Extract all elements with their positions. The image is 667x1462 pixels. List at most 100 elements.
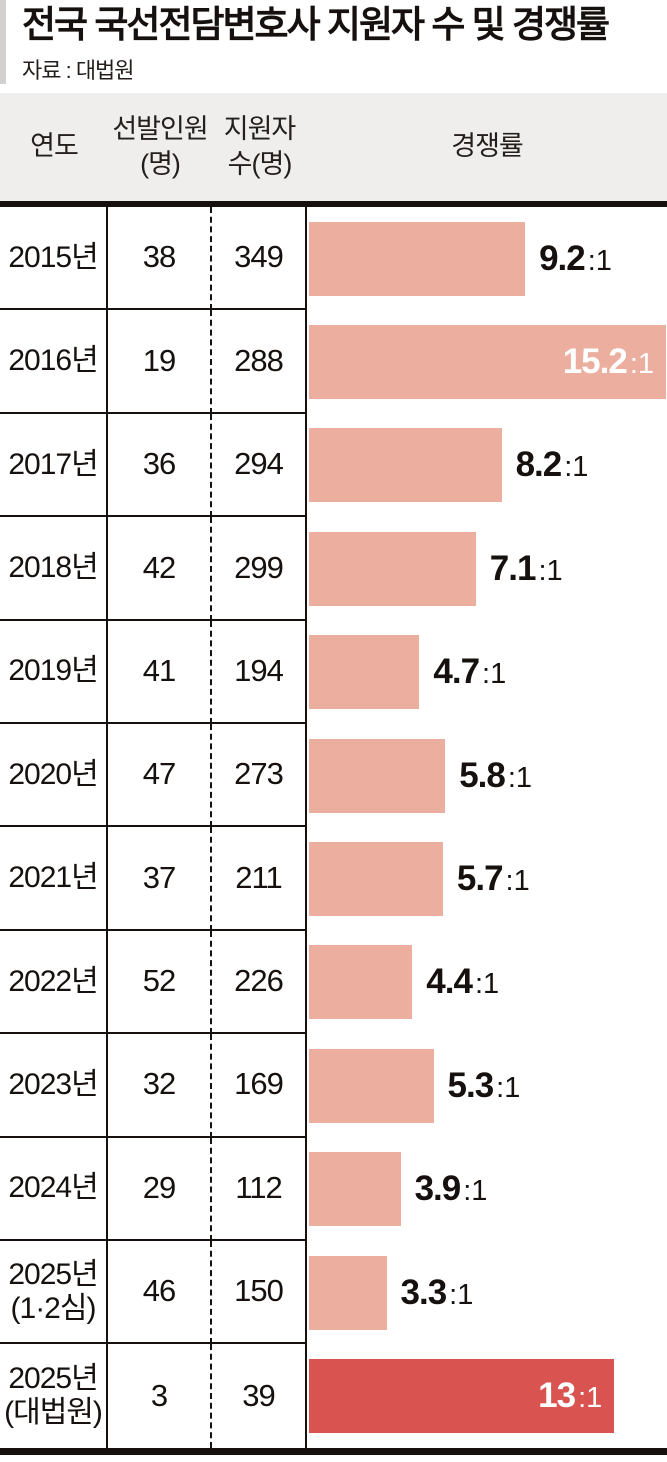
ratio-value: 9.2 bbox=[539, 238, 586, 278]
ratio-bar-zone: 13:1 bbox=[307, 1344, 667, 1447]
year-cell: 2017년 bbox=[0, 413, 108, 518]
ratio-value: 5.3 bbox=[447, 1065, 495, 1105]
selected-count-cell: 29 bbox=[108, 1137, 212, 1241]
table-row: 2015년 38 349 9.2:1 bbox=[0, 207, 667, 311]
ratio-label: 4.4:1 bbox=[426, 962, 499, 1002]
selected-count-cell: 37 bbox=[108, 827, 212, 931]
table-column-header: 연도 선발인원 (명) 지원자 수(명) 경쟁률 bbox=[0, 93, 667, 201]
ratio-label: 9.2:1 bbox=[539, 239, 612, 279]
ratio-suffix: :1 bbox=[507, 761, 533, 794]
ratio-value: 5.8 bbox=[459, 755, 506, 795]
column-header-selected-line1: 선발인원 bbox=[112, 113, 208, 144]
column-header-ratio-label: 경쟁률 bbox=[451, 131, 524, 162]
applicant-count-cell: 349 bbox=[212, 207, 307, 311]
year-label: 2025년 bbox=[8, 1362, 98, 1396]
masthead: 전국 국선전담변호사 지원자 수 및 경쟁률 자료 : 대법원 bbox=[0, 0, 667, 93]
ratio-value: 7.1 bbox=[489, 548, 537, 588]
applicant-count-cell: 112 bbox=[212, 1137, 307, 1241]
table-body: 2015년 38 349 9.2:1 2016년 19 288 15.2:1 2017년 36 29… bbox=[0, 207, 667, 1448]
ratio-bar bbox=[309, 1152, 401, 1227]
ratio-label: 3.9:1 bbox=[415, 1169, 488, 1209]
ratio-bar bbox=[309, 738, 446, 813]
ratio-bar bbox=[309, 945, 413, 1020]
column-header-ratio: 경쟁률 bbox=[307, 129, 667, 164]
ratio-label: 5.8:1 bbox=[459, 756, 532, 796]
ratio-label: 3.3:1 bbox=[401, 1273, 474, 1313]
ratio-suffix: :1 bbox=[587, 244, 612, 277]
ratio-value: 13 bbox=[538, 1375, 576, 1415]
ratio-suffix: :1 bbox=[505, 865, 530, 898]
applicant-count-cell: 211 bbox=[212, 827, 307, 931]
applicant-count-cell: 150 bbox=[212, 1240, 307, 1345]
ratio-suffix: :1 bbox=[482, 658, 507, 691]
ratio-suffix: :1 bbox=[538, 554, 563, 587]
selected-count-cell: 41 bbox=[108, 620, 212, 724]
year-cell: 2015년 bbox=[0, 207, 108, 311]
table-row: 2022년 52 226 4.4:1 bbox=[0, 930, 667, 1035]
page-title: 전국 국선전담변호사 지원자 수 및 경쟁률 bbox=[22, 4, 610, 45]
applicant-count-cell: 39 bbox=[212, 1344, 307, 1448]
year-label: 2015년 bbox=[8, 240, 98, 274]
column-header-year-label: 연도 bbox=[30, 131, 79, 162]
table-row: 2023년 32 169 5.3:1 bbox=[0, 1034, 667, 1138]
year-label: 2021년 bbox=[8, 861, 98, 895]
ratio-bar bbox=[309, 1255, 387, 1330]
selected-count-cell: 42 bbox=[108, 517, 212, 621]
applicant-count-cell: 288 bbox=[212, 310, 307, 414]
ratio-value: 15.2 bbox=[562, 342, 628, 382]
ratio-bar bbox=[309, 531, 476, 606]
table-row: 2019년 41 194 4.7:1 bbox=[0, 620, 667, 724]
ratio-bar-zone: 5.3:1 bbox=[307, 1034, 667, 1137]
ratio-bar bbox=[309, 635, 420, 710]
ratio-suffix: :1 bbox=[463, 1175, 488, 1208]
ratio-bar-zone: 8.2:1 bbox=[307, 414, 667, 517]
year-cell: 2022년 bbox=[0, 930, 108, 1035]
year-sublabel: (대법원) bbox=[4, 1395, 103, 1429]
ratio-bar-zone: 4.4:1 bbox=[307, 931, 667, 1034]
column-header-applicants-line1: 지원자 bbox=[223, 113, 297, 144]
selected-count-cell: 19 bbox=[108, 310, 212, 414]
year-cell: 2021년 bbox=[0, 827, 108, 931]
bottom-rule bbox=[0, 1447, 667, 1455]
ratio-suffix: :1 bbox=[496, 1071, 521, 1104]
column-header-applicants-line2: 수(명) bbox=[227, 149, 293, 179]
applicant-count-cell: 194 bbox=[212, 620, 307, 724]
selected-count-cell: 46 bbox=[108, 1240, 212, 1345]
ratio-bar-zone: 5.7:1 bbox=[307, 827, 667, 930]
ratio-value: 3.3 bbox=[400, 1272, 448, 1312]
table-row: 2016년 19 288 15.2:1 bbox=[0, 310, 667, 414]
ratio-bar-zone: 9.2:1 bbox=[307, 207, 667, 310]
applicant-count-cell: 294 bbox=[212, 413, 307, 518]
ratio-bar-zone: 5.8:1 bbox=[307, 724, 667, 827]
ratio-bar-zone: 4.7:1 bbox=[307, 621, 667, 724]
year-label: 2023년 bbox=[8, 1068, 98, 1102]
ratio-value: 5.7 bbox=[456, 859, 504, 899]
applicant-count-cell: 169 bbox=[212, 1034, 307, 1138]
year-cell: 2020년 bbox=[0, 723, 108, 828]
column-header-selected-line2: (명) bbox=[140, 149, 181, 179]
year-cell: 2024년 bbox=[0, 1137, 108, 1241]
year-cell: 2025년 (대법원) bbox=[0, 1344, 108, 1448]
ratio-label: 13:1 bbox=[538, 1376, 614, 1416]
ratio-bar: 15.2:1 bbox=[309, 325, 666, 400]
year-label: 2019년 bbox=[8, 654, 98, 688]
ratio-bar-zone: 15.2:1 bbox=[307, 310, 667, 413]
header-divider-rule bbox=[0, 201, 667, 207]
table-row: 2020년 47 273 5.8:1 bbox=[0, 723, 667, 828]
year-label: 2018년 bbox=[8, 551, 98, 585]
applicant-count-cell: 273 bbox=[212, 723, 307, 828]
ratio-label: 7.1:1 bbox=[490, 549, 563, 589]
year-label: 2016년 bbox=[8, 344, 98, 378]
year-cell: 2016년 bbox=[0, 310, 108, 414]
ratio-bar: 13:1 bbox=[309, 1358, 615, 1433]
ratio-suffix: :1 bbox=[449, 1278, 474, 1311]
year-sublabel: (1·2심) bbox=[10, 1291, 97, 1325]
selected-count-cell: 47 bbox=[108, 723, 212, 828]
year-label: 2017년 bbox=[8, 447, 98, 481]
ratio-label: 8.2:1 bbox=[516, 445, 589, 485]
selected-count-cell: 38 bbox=[108, 207, 212, 311]
ratio-bar bbox=[309, 428, 502, 503]
ratio-value: 3.9 bbox=[414, 1169, 462, 1209]
ratio-bar bbox=[309, 1048, 434, 1123]
